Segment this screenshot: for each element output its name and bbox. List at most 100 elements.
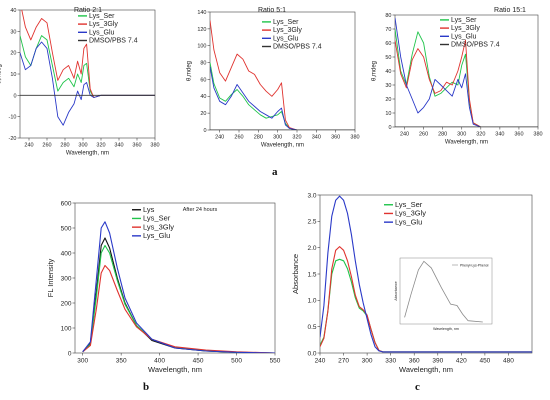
inset-frame — [399, 257, 493, 325]
y-tick-label: -20 — [9, 136, 17, 142]
legend-label: Lys_Glu — [395, 217, 422, 226]
y-tick-label: 120 — [197, 27, 206, 33]
x-tick-label: 260 — [234, 135, 243, 141]
y-tick-label: 100 — [197, 44, 206, 50]
x-tick-label: 390 — [432, 358, 443, 365]
y-tick-label: 30 — [10, 29, 16, 35]
series-line-lys-glu — [82, 221, 275, 353]
chart-panel-3: 240 260 280 300 320 340 360 380 0 10 20 30 40 50 60 70 8… — [372, 7, 543, 146]
y-tick-label: 1.5 — [307, 271, 316, 278]
x-tick-label: 450 — [479, 358, 490, 365]
y-tick-label: 10 — [10, 72, 16, 78]
legend-label: Lys_3Gly — [143, 222, 174, 231]
legend-label: Lys_3Gly — [395, 209, 426, 218]
y-tick-label: -10 — [9, 115, 17, 121]
x-tick-label: 340 — [495, 132, 504, 138]
x-tick-label: 480 — [503, 358, 514, 365]
x-tick-label: 340 — [114, 143, 123, 149]
inset-y-axis-label: Absorbance — [394, 281, 398, 300]
y-tick-label: 0.0 — [307, 350, 316, 357]
y-tick-label: 2.0 — [307, 245, 316, 252]
series-line-lys — [82, 237, 275, 353]
x-tick-label: 550 — [270, 358, 281, 365]
x-tick-label: 360 — [331, 135, 340, 141]
x-tick-label: 380 — [533, 132, 542, 138]
x-tick-label: 380 — [150, 143, 159, 149]
y-tick-label: 0 — [13, 93, 16, 99]
y-tick-label: 70 — [385, 27, 391, 33]
panel-label-b: b — [143, 381, 150, 393]
inset-series-line — [404, 260, 483, 323]
y-tick-label: 30 — [385, 83, 391, 89]
x-tick-label: 240 — [400, 132, 409, 138]
plot-frame — [19, 9, 156, 139]
x-tick-label: 260 — [419, 132, 428, 138]
legend-label: DMSO/PBS 7.4 — [451, 42, 500, 49]
y-tick-label: 40 — [200, 94, 206, 100]
chart-title: Ratio 2:1 — [74, 7, 102, 14]
series-line-lys-3gly — [21, 10, 155, 98]
x-tick-label: 360 — [514, 132, 523, 138]
legend-label: Lys_Ser — [451, 17, 477, 24]
legend-label: Lys_Ser — [395, 200, 423, 209]
y-tick-label: 200 — [61, 300, 72, 307]
legend-label: Lys_3Gly — [451, 25, 480, 32]
chart-panel-5: 240 270 300 330 360 390 420 450 480 0.0 0.5 1.0 1.5 2… — [291, 192, 533, 374]
series-line-lys-ser — [20, 35, 155, 98]
panel-label-a: a — [272, 166, 278, 178]
x-tick-label: 300 — [77, 358, 88, 365]
y-tick-label: 600 — [61, 200, 72, 207]
y-tick-label: 40 — [385, 69, 391, 75]
y-tick-label: 0 — [203, 128, 206, 134]
x-tick-label: 240 — [24, 143, 33, 149]
y-axis-label: θ,mdeg — [0, 64, 3, 84]
x-tick-label: 320 — [476, 132, 485, 138]
y-tick-label: 0.5 — [307, 324, 316, 331]
plot-frame — [74, 202, 276, 354]
series-line-lys-3gly — [82, 264, 275, 353]
legend-label: Lys_Ser — [273, 19, 299, 26]
y-tick-label: 0 — [68, 350, 72, 357]
y-tick-label: 2.5 — [307, 219, 316, 226]
y-tick-label: 80 — [200, 60, 206, 66]
y-tick-label: 80 — [385, 13, 391, 19]
y-tick-label: 3.0 — [307, 192, 316, 199]
legend-label: Lys_3Gly — [89, 21, 118, 28]
x-tick-label: 350 — [116, 358, 127, 365]
panel-label-c: c — [415, 381, 420, 393]
x-tick-label: 280 — [254, 135, 263, 141]
y-axis-label: Absorbance — [291, 254, 300, 294]
chart-panel-2: 240 260 280 300 320 340 360 380 0 20 40 60 80 100 120 1… — [187, 7, 360, 149]
inset-x-axis-label: Wavelength, nm — [433, 327, 459, 331]
x-tick-label: 340 — [312, 135, 321, 141]
legend-label: Lys_Glu — [89, 29, 115, 36]
series-line-lys-glu — [320, 195, 532, 353]
x-tick-label: 280 — [60, 143, 69, 149]
y-tick-label: 50 — [385, 55, 391, 61]
x-tick-label: 360 — [409, 358, 420, 365]
inset-chart: Phenyl-Lys-Phenol Wavelength, nm Absorbanc… — [394, 257, 493, 331]
series-line-lys-glu — [20, 41, 155, 126]
series-line-lys-ser — [82, 244, 275, 353]
y-tick-label: 60 — [385, 41, 391, 47]
x-axis-label: Wavelength, nm — [399, 365, 453, 374]
chart-panel-1: 240 260 280 300 320 340 360 380 -20 -10 0 10 20 30 40 W… — [0, 7, 160, 157]
y-tick-label: 0 — [388, 125, 391, 131]
series-line-lys-glu — [210, 66, 355, 130]
y-axis-label: FL Intensity — [46, 259, 55, 298]
legend-label: Lys_Ser — [89, 13, 115, 20]
x-tick-label: 320 — [96, 143, 105, 149]
x-tick-label: 420 — [456, 358, 467, 365]
x-tick-label: 270 — [338, 358, 349, 365]
legend-label: DMSO/PBS 7.4 — [273, 44, 322, 51]
y-tick-label: 60 — [200, 77, 206, 83]
y-tick-label: 20 — [10, 51, 16, 57]
x-axis-label: Wavelength, nm — [148, 365, 202, 374]
y-tick-label: 1.0 — [307, 298, 316, 305]
x-tick-label: 320 — [292, 135, 301, 141]
chart-panel-4: 300 350 400 450 500 550 0 100 200 300 400 500 600 Wav… — [46, 200, 281, 374]
x-tick-label: 400 — [154, 358, 165, 365]
y-tick-label: 20 — [200, 111, 206, 117]
x-tick-label: 300 — [78, 143, 87, 149]
y-tick-label: 20 — [385, 97, 391, 103]
